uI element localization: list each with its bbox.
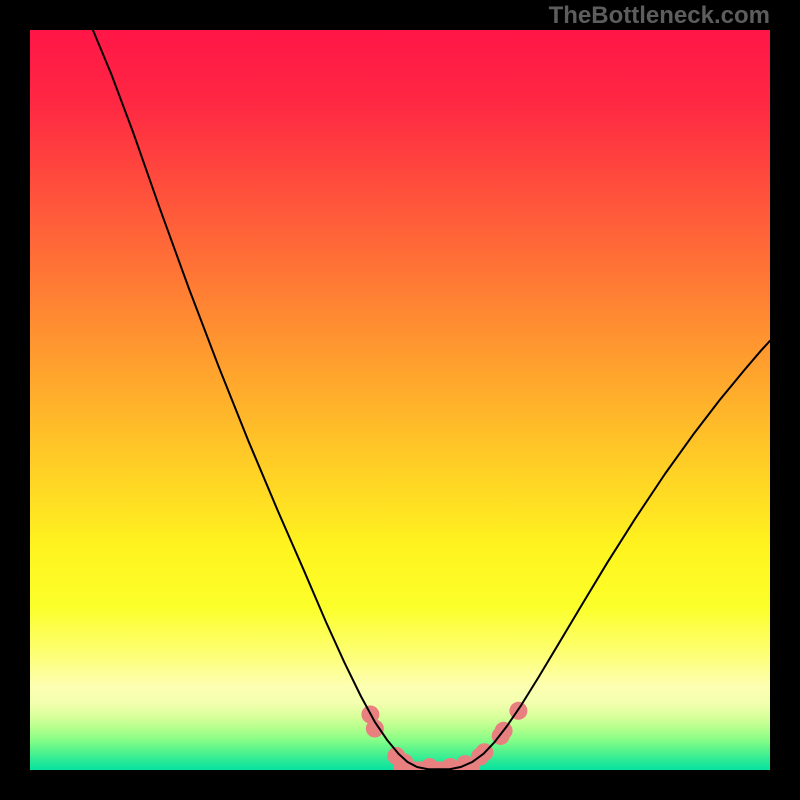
chart-stage: TheBottleneck.com [0, 0, 800, 800]
background-gradient [30, 30, 770, 770]
plot-frame [30, 30, 770, 770]
watermark-text: TheBottleneck.com [549, 2, 770, 30]
